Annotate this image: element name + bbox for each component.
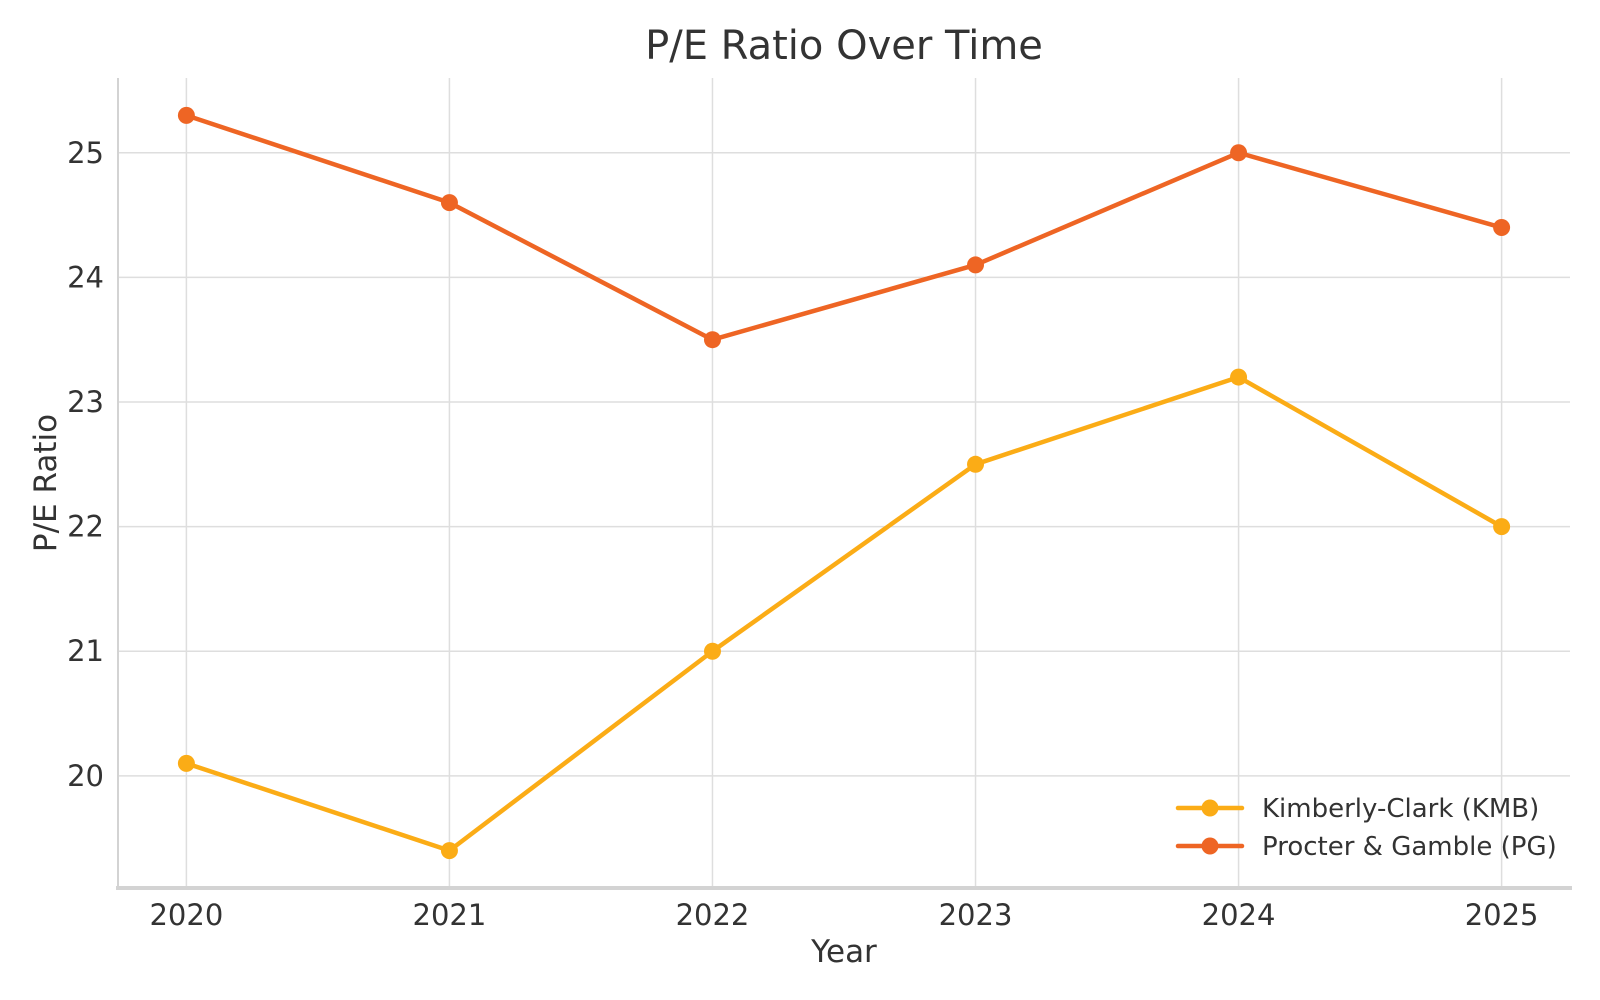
x-tick-label: 2021 (413, 898, 487, 932)
data-point-marker (1493, 219, 1511, 237)
x-tick-label: 2023 (939, 898, 1013, 932)
y-tick-label: 25 (67, 136, 104, 170)
x-tick-label: 2022 (676, 898, 750, 932)
y-axis-label: P/E Ratio (28, 413, 64, 553)
legend-label: Kimberly-Clark (KMB) (1262, 794, 1539, 824)
y-tick-label: 21 (67, 634, 104, 668)
data-point-marker (440, 842, 458, 860)
y-tick-label: 23 (67, 385, 104, 419)
x-axis-label: Year (811, 934, 877, 970)
y-tick-label: 22 (67, 510, 104, 544)
y-tick-label: 24 (67, 260, 104, 294)
data-point-marker (177, 754, 195, 772)
series-line (184, 113, 1504, 342)
y-tick-label: 20 (67, 759, 104, 793)
data-point-marker (1230, 144, 1248, 162)
legend-marker (1201, 837, 1219, 855)
data-point-marker (703, 331, 721, 349)
x-tick-label: 2024 (1202, 898, 1276, 932)
data-point-marker (1493, 518, 1511, 536)
legend-label: Procter & Gamble (PG) (1262, 832, 1557, 862)
data-point-marker (967, 256, 985, 274)
x-tick-label: 2025 (1465, 898, 1539, 932)
data-point-marker (967, 455, 985, 473)
series-line (184, 374, 1504, 853)
data-point-marker (1230, 368, 1248, 386)
legend-marker (1201, 799, 1219, 817)
data-point-marker (177, 106, 195, 124)
data-point-marker (440, 194, 458, 212)
chart-title: P/E Ratio Over Time (645, 23, 1043, 69)
data-point-marker (703, 642, 721, 660)
x-tick-label: 2020 (149, 898, 223, 932)
